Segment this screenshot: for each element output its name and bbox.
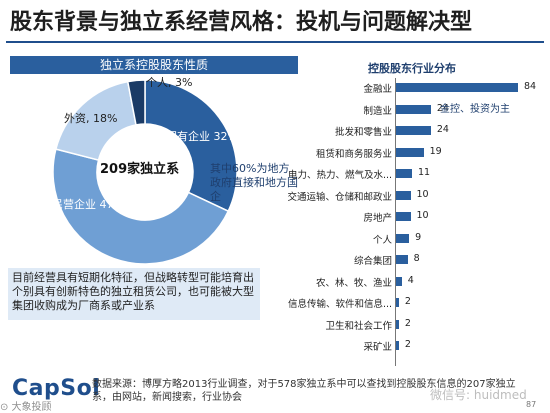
bar-value-label: 4	[407, 274, 414, 286]
pie-label-private: 民营企业 47%	[52, 198, 124, 211]
bar	[396, 169, 412, 178]
note-box	[8, 268, 260, 320]
bar	[396, 255, 408, 264]
bar-chart-title: 控股股东行业分布	[368, 62, 456, 75]
pie-slice-民营企业	[52, 148, 230, 265]
bar-value-label: 10	[416, 188, 429, 200]
bar-category-label: 农、林、牧、渔业	[315, 277, 392, 289]
bar-category-label: 交通运输、仓储和邮政业	[287, 191, 392, 203]
page-title: 股东背景与独立系经营风格：投机与问题解决型	[10, 10, 473, 35]
bar-annotation: 金控、投资为主	[440, 104, 510, 115]
bar-value-label: 2	[404, 339, 411, 350]
page-number: 87	[526, 400, 537, 409]
bar-value-label: 10	[416, 210, 429, 221]
bar-value-label: 24	[436, 124, 449, 135]
bar-category-label: 金融业	[363, 84, 392, 95]
bar-category-label: 批发和零售业	[334, 127, 392, 138]
bar	[396, 104, 431, 114]
source-note: 数据来源：博厚方略2013行业调查，对于578家独立系中可以查找到控股股东信息的…	[92, 379, 516, 403]
bar-value-label: 19	[429, 145, 442, 157]
bar	[396, 233, 410, 243]
bar-category-label: 采矿业	[363, 342, 392, 353]
pie-chart	[52, 79, 238, 265]
bar-category-label: 卫生和社会工作	[325, 320, 392, 332]
bar	[396, 147, 424, 157]
bar-value-label: 9	[415, 231, 422, 243]
pie-callout: 其中60%为地方政府直接和地方国企	[210, 162, 298, 203]
bar	[396, 190, 411, 200]
bar-category-label: 个人	[372, 234, 392, 246]
logo: CapSol	[12, 376, 101, 401]
bar-category-label: 制造业	[363, 105, 392, 117]
bar	[396, 212, 411, 221]
pie-slice-个人	[126, 79, 146, 126]
title-rule	[6, 41, 544, 43]
watermark-left: ⊙ 大象投顾	[0, 402, 52, 413]
bar-category-label: 房地产	[363, 213, 392, 224]
bar-category-label: 信息传输、软件和信息...	[287, 299, 392, 310]
bar-category-label: 租赁和商务服务业	[315, 148, 392, 160]
bar-axis	[395, 78, 396, 366]
bar-value-label: 2	[404, 317, 411, 329]
bar-value-label: 84	[524, 81, 537, 92]
pie-label-foreign: 外资, 18%	[64, 112, 118, 125]
bar	[396, 126, 431, 135]
bar	[396, 276, 402, 286]
pie-label-gov: 国有企业 32%	[166, 130, 238, 143]
bar-value-label: 11	[417, 167, 431, 178]
note-text: 目前经营具有短期化特征，但战略转型可能培育出个别具有创新特色的独立租赁公司，也可…	[12, 271, 254, 312]
pie-slice-国有企业	[144, 79, 238, 213]
bar-value-label: 2	[404, 296, 411, 307]
bar	[396, 298, 399, 307]
bar-category-label: 综合集团	[353, 256, 392, 267]
bar	[396, 83, 518, 92]
bar	[396, 341, 399, 350]
pie-label-individual: 个人, 3%	[146, 76, 193, 89]
bar	[396, 319, 399, 329]
left-panel-header: 独立系控股股东性质	[10, 56, 298, 74]
pie-center-label: 209家独立系	[100, 162, 180, 177]
bar-chart: 金融业 84 制造业 24 批发和零售业 24 租赁和商务服务业 19 电力、热力、燃气及水..…	[280, 78, 550, 368]
watermark-right: 微信号: huidmed	[430, 388, 527, 402]
bar-category-label: 电力、热力、燃气及水...	[287, 170, 392, 181]
bar-value-label: 8	[413, 253, 420, 264]
bar-value-label: 24	[436, 102, 449, 114]
